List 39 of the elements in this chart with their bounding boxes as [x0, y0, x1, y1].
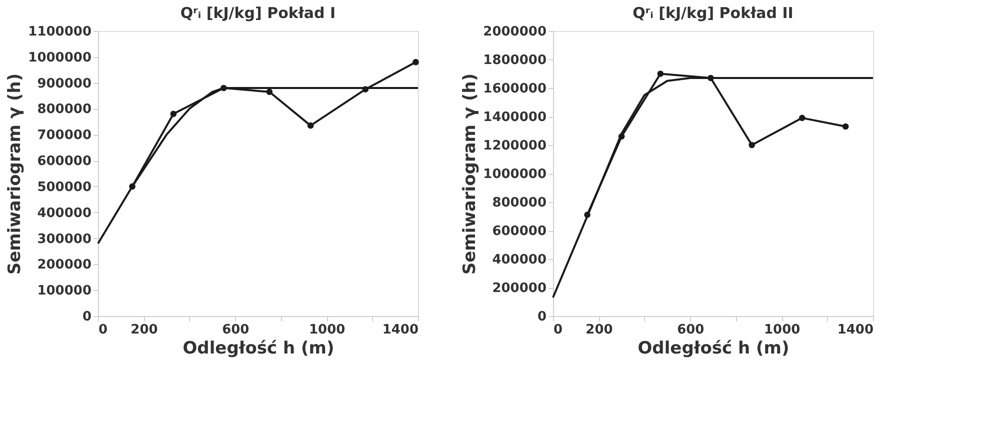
y-tick-label: 700000	[37, 128, 92, 144]
y-tick-label: 200000	[492, 281, 546, 296]
x-axis-title: Odległość h (m)	[182, 338, 334, 358]
x-tick-label: 0	[554, 322, 563, 338]
x-tick-label: 1400	[837, 322, 874, 338]
y-tick-label: 400000	[37, 206, 92, 221]
x-tick-label: 1000	[308, 322, 346, 338]
x-tick-label: 600	[222, 322, 250, 338]
y-tick-label: 500000	[37, 180, 92, 195]
y-tick-label: 0	[82, 310, 92, 324]
y-tick-label: 900000	[37, 76, 92, 92]
y-tick-label: 1800000	[483, 53, 546, 68]
y-tick-label: 800000	[37, 102, 92, 118]
y-tick-label: 0	[537, 310, 546, 324]
y-tick-label: 1000000	[483, 167, 546, 182]
y-tick-label: 1000000	[28, 50, 92, 66]
y-axis-title: Semiwariogram γ (h)	[460, 73, 480, 275]
y-tick-label: 400000	[492, 252, 546, 268]
y-tick-label: 300000	[37, 232, 92, 247]
x-tick-label: 200	[130, 322, 158, 338]
y-tick-label: 1100000	[28, 24, 92, 40]
y-tick-label: 1400000	[483, 110, 546, 125]
x-tick-label: 600	[677, 322, 704, 338]
x-axis-title: Odległość h (m)	[638, 338, 790, 358]
y-tick-label: 600000	[37, 154, 92, 170]
y-tick-label: 100000	[37, 284, 92, 299]
y-tick-label: 1600000	[483, 82, 546, 96]
x-tick-label: 0	[98, 322, 108, 338]
x-tick-label: 1000	[764, 322, 800, 338]
y-tick-label: 600000	[492, 224, 546, 239]
y-tick-label: 2000000	[483, 24, 546, 40]
x-tick-label: 1400	[382, 322, 418, 338]
x-tick-label: 200	[586, 322, 613, 338]
y-tick-label: 800000	[492, 196, 546, 210]
y-axis-title: Semiwariogram γ (h)	[5, 73, 26, 275]
chart-title: Qʳᵢ [kJ/kg] Pokład I	[180, 4, 336, 22]
chart-title: Qʳᵢ [kJ/kg] Pokład II	[632, 4, 794, 22]
y-tick-label: 200000	[37, 258, 92, 273]
y-tick-label: 1200000	[483, 138, 546, 154]
